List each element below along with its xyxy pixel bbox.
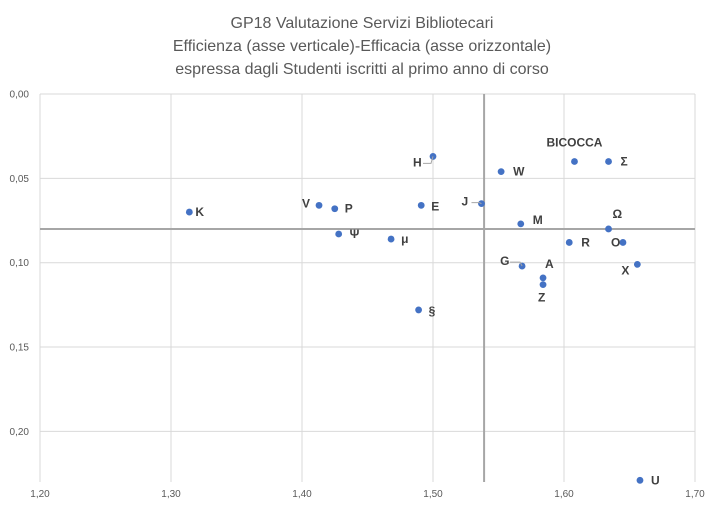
data-label: O <box>611 235 620 249</box>
data-label: U <box>651 473 660 487</box>
data-point <box>517 220 525 228</box>
data-point <box>636 476 644 484</box>
chart-title-line-3: espressa dagli Studenti iscritti al prim… <box>175 61 549 78</box>
data-point <box>497 168 505 176</box>
x-tick-label: 1,60 <box>554 489 574 500</box>
chart-title: GP18 Valutazione Servizi Bibliotecari Ef… <box>173 15 551 78</box>
data-point <box>331 205 339 213</box>
data-label: R <box>581 235 590 249</box>
data-label: A <box>545 257 554 271</box>
data-point <box>415 306 422 314</box>
data-point <box>478 200 485 208</box>
data-label: Ω <box>613 207 623 221</box>
x-tick-label: 1,30 <box>161 489 181 500</box>
data-label: Σ <box>621 154 628 168</box>
y-tick-label: 0,00 <box>10 90 30 101</box>
data-label: μ <box>401 232 408 246</box>
label-leader-line <box>510 261 523 267</box>
data-label: Ψ <box>350 227 360 241</box>
reference-lines <box>40 94 695 482</box>
data-labels: BICOCCA Σ H W K V P E J M Ω Ψ μ R O G X A Z § U <box>195 135 659 487</box>
data-point <box>619 239 627 246</box>
data-point <box>315 201 323 209</box>
data-point <box>571 158 578 165</box>
x-tick-label: 1,50 <box>423 489 443 500</box>
data-point <box>335 230 343 238</box>
data-point <box>539 281 547 289</box>
data-label: M <box>533 213 543 227</box>
axis-tick-labels: 1,20 1,30 1,40 1,50 1,60 1,70 0,00 0,05 0,10 0,15… <box>10 90 706 501</box>
data-label: Z <box>538 291 545 305</box>
data-point <box>539 274 547 282</box>
data-point <box>185 208 193 216</box>
gridlines <box>39 93 696 482</box>
data-label: J <box>461 195 468 209</box>
data-points <box>185 153 644 484</box>
data-point <box>417 201 425 209</box>
x-tick-label: 1,40 <box>292 489 312 500</box>
x-tick-label: 1,70 <box>685 489 705 500</box>
data-label: G <box>500 254 509 268</box>
data-point <box>605 158 612 165</box>
data-label: K <box>195 205 204 219</box>
data-label: H <box>413 155 422 169</box>
data-label: W <box>513 165 525 179</box>
data-label: BICOCCA <box>546 135 602 149</box>
data-label: E <box>431 199 439 213</box>
data-point <box>633 260 641 268</box>
label-leader-line <box>423 156 434 164</box>
data-label: § <box>429 304 436 318</box>
data-label: V <box>302 196 310 210</box>
data-point <box>387 235 395 243</box>
chart-title-line-1: GP18 Valutazione Servizi Bibliotecari <box>231 15 494 32</box>
x-tick-label: 1,20 <box>30 489 50 500</box>
data-label: P <box>345 202 353 216</box>
y-tick-label: 0,05 <box>10 174 30 185</box>
y-tick-label: 0,10 <box>10 258 30 269</box>
y-tick-label: 0,15 <box>10 343 30 354</box>
chart-title-line-2: Efficienza (asse verticale)-Efficacia (a… <box>173 38 551 55</box>
data-point <box>565 239 573 246</box>
y-tick-label: 0,20 <box>10 427 30 438</box>
data-point <box>605 225 612 233</box>
data-label: X <box>621 263 629 277</box>
label-leader-line <box>471 202 482 205</box>
